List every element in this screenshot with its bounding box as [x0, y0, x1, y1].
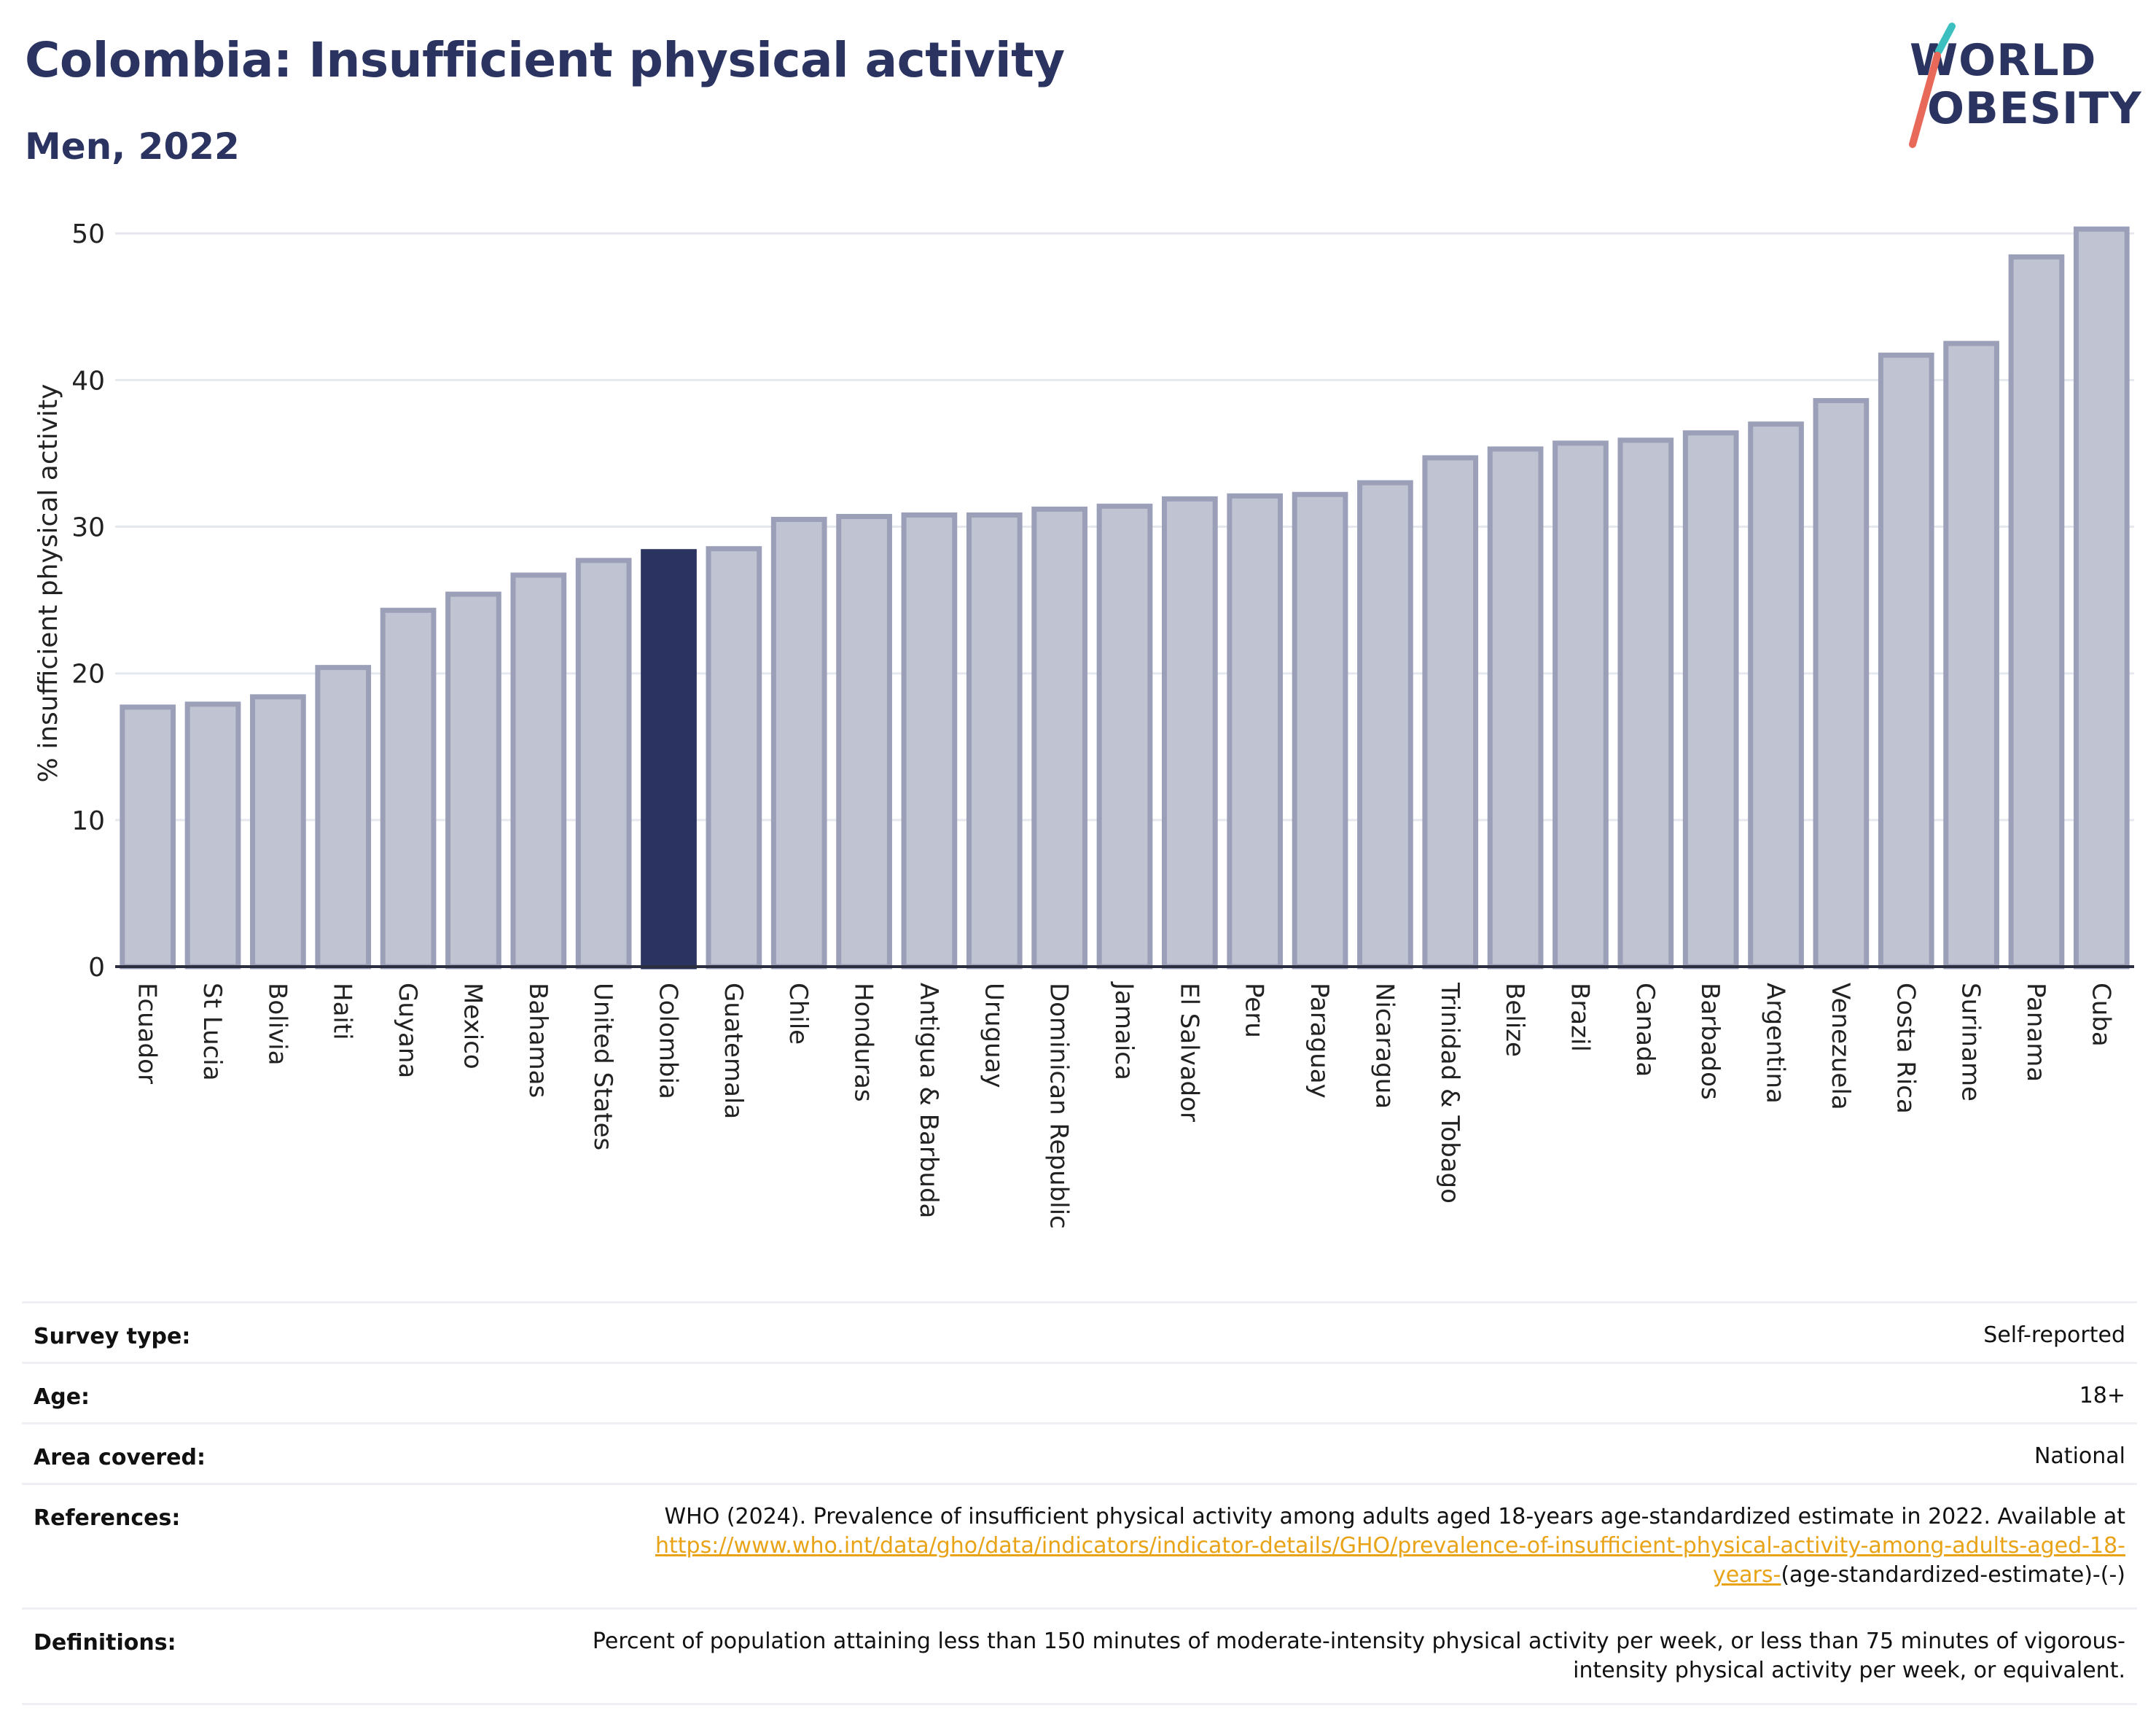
x-tick-label: Dominican Republic — [1044, 983, 1074, 1229]
x-tick-label: Canada — [1630, 983, 1660, 1077]
logo-word-obesity: OBESITY — [1927, 83, 2142, 134]
bar-trinidad-tobago — [1422, 455, 1479, 970]
bar-united-states — [575, 558, 632, 970]
x-tick-label: Guyana — [393, 983, 422, 1078]
x-tick-label: Argentina — [1761, 983, 1790, 1104]
references-label: References: — [34, 1505, 181, 1531]
bar-brazil — [1552, 440, 1609, 970]
x-tick-label: Antigua & Barbuda — [914, 983, 943, 1218]
bar-ecuador — [120, 704, 176, 970]
y-tick-label: 40 — [71, 366, 105, 396]
bar-nicaragua — [1357, 480, 1413, 970]
bar-guatemala — [706, 546, 762, 970]
y-tick-label: 50 — [71, 219, 105, 249]
x-tick-label: Ecuador — [133, 983, 162, 1084]
bar-paraguay — [1292, 491, 1348, 970]
references-link[interactable]: https://www.who.int/data/gho/data/indica… — [655, 1533, 2125, 1588]
bar-argentina — [1748, 421, 1804, 970]
bar-honduras — [836, 513, 892, 970]
x-tick-label: Costa Rica — [1891, 983, 1920, 1114]
info-row-survey-type: Survey type: Self-reported — [22, 1301, 2137, 1362]
definitions-label: Definitions: — [34, 1630, 176, 1656]
x-tick-label: El Salvador — [1174, 983, 1203, 1122]
x-tick-label: Cuba — [2086, 983, 2115, 1047]
bar-chart: 0 10 20 30 40 50 Ecuador St Lucia Bolivia Haiti Gu… — [34, 219, 2134, 1229]
area-value: National — [2034, 1443, 2125, 1469]
bar-bahamas — [510, 572, 567, 970]
bar-suriname — [1943, 340, 1999, 970]
bar-costa-rica — [1878, 352, 1934, 970]
references-suffix: (age-standardized-estimate)-(-) — [1781, 1562, 2125, 1588]
x-tick-label: United States — [588, 983, 617, 1150]
x-tick-label: Belize — [1500, 983, 1529, 1057]
survey-type-label: Survey type: — [34, 1324, 191, 1349]
x-tick-label: Suriname — [1956, 983, 1985, 1102]
area-label: Area covered: — [34, 1445, 206, 1470]
x-tick-label: Trinidad & Tobago — [1435, 982, 1464, 1204]
definitions-value: Percent of population attaining less tha… — [592, 1629, 2125, 1683]
bar-belize — [1487, 446, 1544, 970]
x-tick-label: Venezuela — [1826, 983, 1855, 1110]
x-tick-label: Barbados — [1695, 983, 1725, 1100]
bar-layer — [120, 226, 2130, 970]
logo-slash-icon — [1909, 23, 1956, 148]
x-tick-label: St Lucia — [198, 983, 227, 1081]
y-tick-label: 30 — [71, 513, 105, 543]
x-tick-label: Paraguay — [1305, 983, 1334, 1099]
x-tick-label: Panama — [2021, 983, 2050, 1082]
references-value: WHO (2024). Prevalence of insufficient p… — [595, 1485, 2125, 1607]
page-title: Colombia: Insufficient physical activity — [25, 32, 1065, 88]
x-tick-label: Haiti — [328, 983, 357, 1040]
info-row-definitions: Definitions: Percent of population attai… — [22, 1607, 2137, 1705]
bar-barbados — [1682, 430, 1739, 970]
x-tick-label: Bolivia — [262, 983, 292, 1065]
bar-panama — [2008, 254, 2065, 970]
page-subtitle: Men, 2022 — [25, 125, 240, 168]
bar-peru — [1227, 493, 1284, 970]
bar-dominican-republic — [1031, 506, 1087, 970]
x-tick-label: Chile — [784, 983, 813, 1045]
x-tick-label: Nicaragua — [1370, 983, 1399, 1109]
bar-guyana — [380, 607, 437, 970]
info-row-references: References: WHO (2024). Prevalence of in… — [22, 1483, 2137, 1607]
x-tick-label: Colombia — [654, 983, 683, 1099]
bar-venezuela — [1813, 398, 1870, 970]
y-tick-label: 20 — [71, 660, 105, 690]
age-label: Age: — [34, 1384, 90, 1410]
bar-antigua-barbuda — [901, 512, 958, 970]
y-tick-label: 10 — [71, 806, 105, 836]
y-tick-label: 0 — [88, 953, 105, 983]
bar-jamaica — [1096, 503, 1153, 970]
bar-mexico — [445, 591, 501, 970]
bar-uruguay — [966, 512, 1023, 970]
x-tick-label: Mexico — [458, 983, 487, 1069]
x-tick-label: Peru — [1240, 983, 1269, 1038]
axis-layer: 0 10 20 30 40 50 Ecuador St Lucia Bolivia Haiti Gu… — [71, 219, 2134, 1229]
y-axis-label: % insufficient physical activity — [34, 384, 63, 783]
bar-st-lucia — [184, 701, 241, 970]
x-tick-label: Guatemala — [719, 983, 748, 1119]
x-tick-label: Honduras — [849, 983, 878, 1102]
x-tick-label: Brazil — [1565, 983, 1594, 1052]
references-text: WHO (2024). Prevalence of insufficient p… — [664, 1504, 2125, 1529]
age-value: 18+ — [2079, 1383, 2125, 1408]
bar-cuba — [2073, 226, 2130, 970]
bar-haiti — [315, 665, 372, 970]
survey-type-value: Self-reported — [1983, 1322, 2125, 1348]
x-tick-label: Uruguay — [979, 983, 1008, 1088]
bar-canada — [1617, 437, 1674, 970]
bar-colombia — [641, 549, 697, 970]
x-tick-label: Jamaica — [1109, 981, 1138, 1080]
bar-el-salvador — [1162, 496, 1218, 970]
info-row-area: Area covered: National — [22, 1422, 2137, 1483]
info-row-age: Age: 18+ — [22, 1362, 2137, 1422]
x-tick-label: Bahamas — [523, 983, 552, 1098]
info-table: Survey type: Self-reported Age: 18+ Area… — [22, 1301, 2137, 1705]
world-obesity-logo: WORLD OBESITY — [1895, 20, 2141, 152]
bar-bolivia — [250, 694, 306, 970]
bar-chile — [770, 516, 827, 970]
